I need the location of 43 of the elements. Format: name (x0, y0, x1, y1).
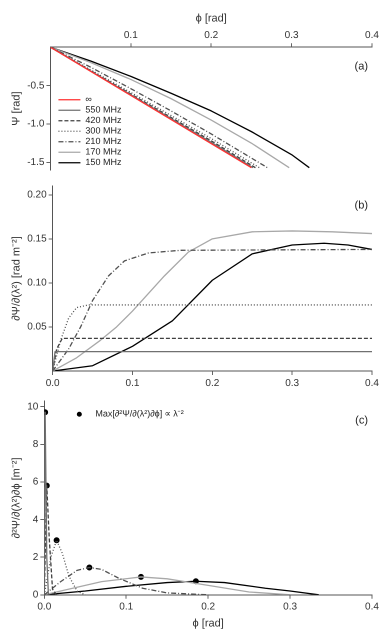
y-tick-label: 0 (32, 590, 39, 601)
x-tick-label: 0.2 (204, 30, 219, 41)
y-tick-label: 0.05 (27, 322, 48, 333)
legend-label: ∞ (85, 94, 92, 104)
y-axis-title: Ψ [rad] (10, 91, 23, 126)
y-tick-label: 4 (32, 514, 39, 526)
y-tick-label: -1.0 (27, 118, 45, 130)
y-tick-label: -1.5 (27, 157, 45, 168)
x-axis-title: ϕ [rad] (196, 12, 227, 25)
legend-label: Max[∂²Ψ/∂(λ²)∂ϕ] ∝ λ⁻² (95, 408, 184, 419)
legend-label: 170 MHz (85, 146, 122, 157)
annotation: (c) (355, 414, 368, 427)
x-tick-label: 0.2 (205, 378, 220, 389)
x-tick-label: 0.0 (46, 378, 60, 389)
y-tick-label: -0.5 (27, 80, 45, 92)
y-tick-label: 6 (32, 476, 39, 488)
x-tick-label: 0.2 (201, 602, 216, 613)
x-tick-label: 0.1 (119, 602, 134, 613)
y-tick-label: 0.15 (27, 234, 48, 245)
x-axis-title: ϕ [rad] (192, 617, 224, 630)
legend-label: 210 MHz (85, 136, 122, 146)
legend-label: 420 MHz (85, 115, 122, 126)
y-tick-label: 10 (27, 401, 39, 412)
x-tick-label: 0.3 (284, 30, 299, 41)
y-tick-label: 2 (32, 552, 39, 563)
legend-label: 550 MHz (85, 104, 122, 115)
legend-label: 300 MHz (85, 126, 122, 136)
x-tick-label: 0.4 (365, 602, 380, 613)
x-tick-label: 0.3 (283, 602, 298, 613)
x-tick-label: 0.4 (365, 378, 380, 389)
x-tick-label: 0.1 (124, 30, 138, 41)
y-tick-label: 0.20 (27, 190, 48, 201)
annotation: (b) (354, 200, 368, 212)
y-tick-label: 8 (32, 439, 39, 450)
y-axis-title: ∂Ψ/∂(λ²) [rad m⁻²] (10, 236, 23, 321)
x-tick-label: 0.1 (126, 378, 140, 389)
y-axis-title: ∂²Ψ/∂(λ²)∂ϕ [m⁻²] (10, 457, 23, 538)
legend-label: 150 MHz (85, 157, 122, 168)
x-tick-label: 0.0 (37, 602, 52, 613)
x-tick-label: 0.4 (365, 30, 380, 41)
annotation: (a) (354, 60, 368, 73)
x-tick-label: 0.3 (285, 378, 300, 389)
y-tick-label: 0.10 (27, 278, 48, 289)
